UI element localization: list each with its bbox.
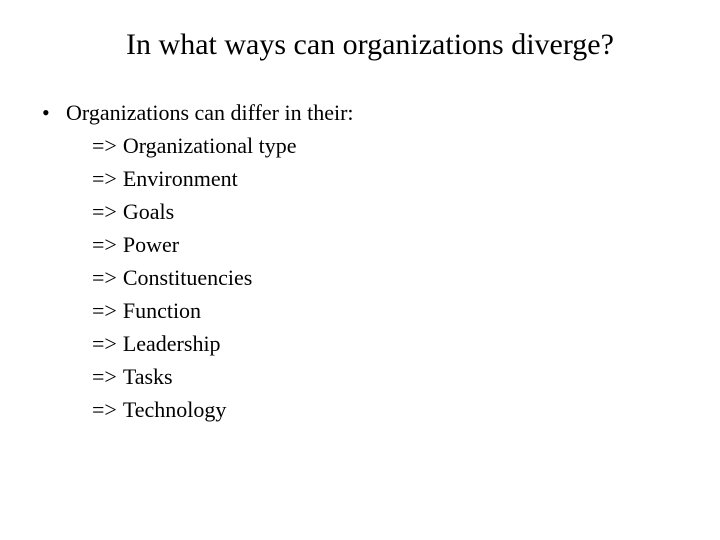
list-item: =>Constituencies <box>92 261 680 294</box>
slide-title: In what ways can organizations diverge? <box>40 28 680 62</box>
arrow-icon: => <box>92 228 117 261</box>
list-item: =>Environment <box>92 162 680 195</box>
list-item-label: Environment <box>123 162 238 195</box>
bullet-dot-icon: • <box>40 96 66 129</box>
list-item-label: Power <box>123 228 179 261</box>
list-item: =>Leadership <box>92 327 680 360</box>
sub-items-list: =>Organizational type=>Environment=>Goal… <box>40 129 680 426</box>
arrow-icon: => <box>92 360 117 393</box>
list-item: =>Organizational type <box>92 129 680 162</box>
list-item-label: Leadership <box>123 327 221 360</box>
arrow-icon: => <box>92 294 117 327</box>
list-item-label: Constituencies <box>123 261 253 294</box>
arrow-icon: => <box>92 162 117 195</box>
arrow-icon: => <box>92 195 117 228</box>
list-item: =>Function <box>92 294 680 327</box>
list-item-label: Tasks <box>123 360 173 393</box>
list-item: =>Goals <box>92 195 680 228</box>
list-item: =>Tasks <box>92 360 680 393</box>
list-item-label: Function <box>123 294 201 327</box>
arrow-icon: => <box>92 327 117 360</box>
list-item: =>Power <box>92 228 680 261</box>
list-item-label: Organizational type <box>123 129 297 162</box>
arrow-icon: => <box>92 393 117 426</box>
lead-bullet-text: Organizations can differ in their: <box>66 96 354 129</box>
arrow-icon: => <box>92 129 117 162</box>
list-item-label: Technology <box>123 393 227 426</box>
slide-content: • Organizations can differ in their: =>O… <box>40 96 680 426</box>
arrow-icon: => <box>92 261 117 294</box>
list-item: =>Technology <box>92 393 680 426</box>
list-item-label: Goals <box>123 195 174 228</box>
lead-bullet-row: • Organizations can differ in their: <box>40 96 680 129</box>
